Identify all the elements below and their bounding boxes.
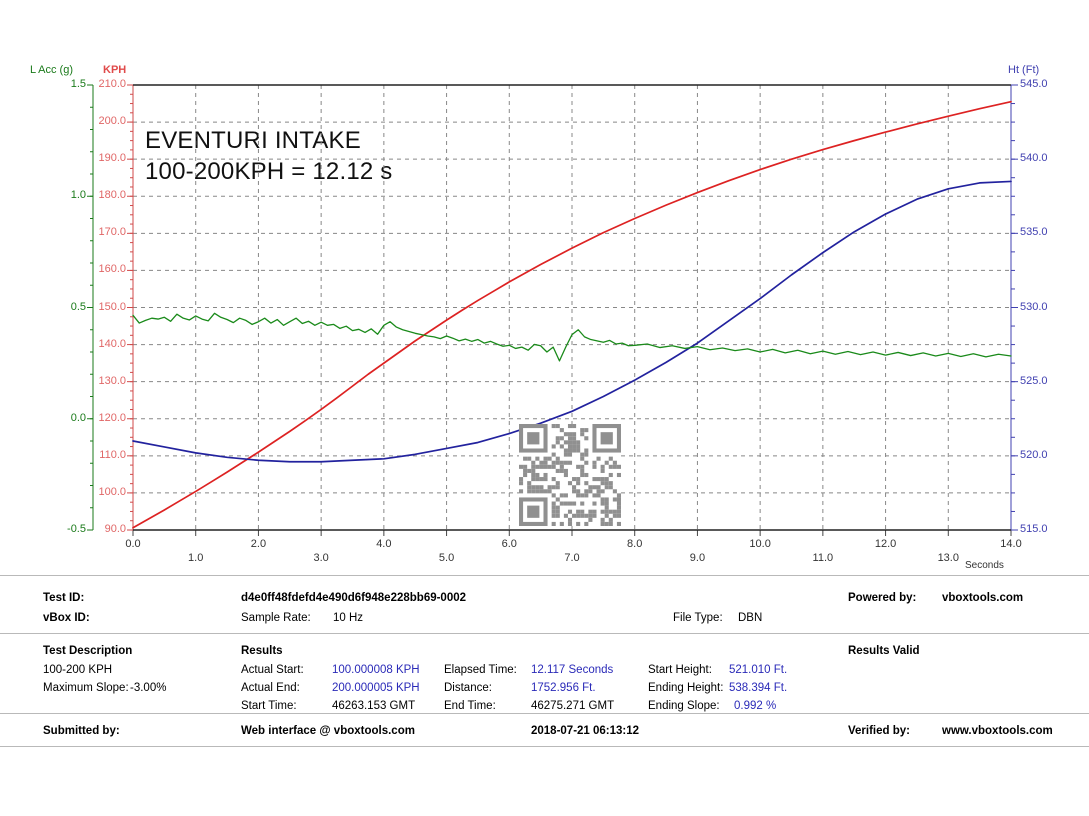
kph-tick-label: 110.0: [99, 448, 126, 461]
qr-code-icon: [519, 424, 621, 526]
kph-tick-label: 170.0: [98, 226, 126, 239]
divider-bottom: [0, 746, 1089, 747]
test-description-line1: 100-200 KPH: [43, 664, 113, 676]
divider-mid2: [0, 713, 1089, 714]
elapsed-time-label: Elapsed Time:: [444, 664, 517, 676]
end-time-label: End Time:: [444, 700, 496, 712]
actual-start-label: Actual Start:: [241, 664, 304, 676]
kph-tick-label: 210.0: [98, 78, 126, 90]
report-details-panel: Test ID: d4e0ff48fdefd4e490d6f948e228bb6…: [0, 575, 1089, 816]
test-id-value: d4e0ff48fdefd4e490d6f948e228bb69-0002: [241, 592, 467, 604]
lacc-tick-label: 0.0: [70, 411, 86, 424]
verified-by-label: Verified by:: [848, 725, 910, 737]
submitted-timestamp: 2018-07-21 06:13:12: [531, 725, 640, 737]
powered-by-value[interactable]: vboxtools.com: [942, 592, 1024, 604]
start-time-label: Start Time:: [241, 700, 297, 712]
lacc-axis-title: L Acc (g): [30, 64, 73, 76]
sample-rate-label: Sample Rate:: [241, 612, 311, 624]
ht-tick-label: 515.0: [1020, 523, 1048, 535]
grid-lines: [133, 85, 1011, 530]
results-header: Results: [241, 645, 283, 657]
x-tick-label: 4.0: [376, 538, 392, 550]
ht-tick-label: 525.0: [1020, 374, 1048, 387]
distance-label: Distance:: [444, 682, 492, 694]
x-tick-label: 0.0: [125, 538, 141, 550]
kph-tick-label: 100.0: [98, 485, 126, 498]
kph-tick-label: 200.0: [98, 115, 126, 128]
plot-frame: [133, 84, 1011, 531]
x-tick-label: 14.0: [1000, 538, 1022, 550]
end-time-value: 46275.271 GMT: [531, 700, 615, 712]
axis-ticks: [87, 84, 1018, 536]
kph-tick-label: 90.0: [104, 523, 126, 535]
verified-by-value[interactable]: www.vboxtools.com: [942, 725, 1053, 737]
ht-axis-title: Ht (Ft): [1008, 64, 1040, 76]
ht-tick-label: 535.0: [1020, 226, 1048, 239]
file-type-value: DBN: [738, 612, 763, 624]
ending-slope-label: Ending Slope:: [648, 700, 720, 712]
ht-tick-label: 530.0: [1020, 300, 1048, 313]
results-valid-badge: Results Valid: [848, 645, 920, 657]
kph-axis-title: KPH: [103, 64, 127, 76]
x-tick-label: 13.0: [937, 552, 959, 564]
lacc-tick-label: -0.5: [67, 523, 86, 535]
start-time-value: 46263.153 GMT: [332, 700, 416, 712]
test-id-label: Test ID:: [43, 592, 85, 604]
actual-end-label: Actual End:: [241, 682, 300, 694]
actual-start-value: 100.000008 KPH: [332, 664, 420, 676]
chart-title-annotation: EVENTURI INTAKE 100-200KPH = 12.12 s: [145, 126, 393, 187]
actual-end-value: 200.000005 KPH: [332, 682, 420, 694]
chart-title-line1: EVENTURI INTAKE: [145, 127, 361, 154]
kph-tick-label: 180.0: [98, 189, 126, 202]
kph-tick-label: 120.0: [98, 411, 126, 424]
x-tick-label: 1.0: [188, 552, 204, 564]
file-type-label: File Type:: [673, 612, 723, 624]
lacc-tick-label: 0.5: [70, 300, 86, 313]
kph-tick-label: 190.0: [98, 152, 126, 165]
sample-rate-value: 10 Hz: [333, 612, 364, 624]
kph-tick-label: 150.0: [98, 300, 126, 313]
kph-tick-label: 140.0: [98, 337, 126, 350]
max-slope-value: -3.00%: [130, 682, 167, 694]
start-height-label: Start Height:: [648, 664, 712, 676]
kph-tick-label: 130.0: [98, 374, 126, 387]
max-slope-label: Maximum Slope:: [43, 682, 129, 694]
submitted-by-value[interactable]: Web interface @ vboxtools.com: [241, 725, 415, 737]
lacc-tick-label: 1.5: [70, 78, 86, 90]
ht-tick-label: 520.0: [1020, 448, 1048, 461]
kph-tick-label: 160.0: [98, 263, 126, 276]
x-tick-label: 12.0: [874, 538, 897, 550]
ht-tick-label: 540.0: [1020, 152, 1048, 165]
x-tick-label: 9.0: [689, 552, 706, 564]
x-tick-label: 3.0: [313, 552, 329, 564]
data-series: [132, 100, 1012, 529]
x-axis-title: Seconds: [965, 560, 1004, 571]
powered-by-label: Powered by:: [848, 592, 917, 604]
ending-height-value: 538.394 Ft.: [729, 682, 788, 694]
plot-canvas: [87, 84, 1018, 536]
vbox-id-label: vBox ID:: [43, 612, 90, 624]
divider-top: [0, 575, 1089, 576]
elapsed-time-value: 12.117 Seconds: [531, 664, 614, 676]
divider-mid1: [0, 633, 1089, 634]
ht-tick-label: 545.0: [1020, 78, 1048, 90]
lacc-tick-label: 1.0: [70, 189, 86, 202]
submitted-by-label: Submitted by:: [43, 725, 120, 737]
ending-height-label: Ending Height:: [648, 682, 724, 694]
x-tick-label: 8.0: [627, 538, 643, 550]
x-tick-label: 6.0: [501, 538, 517, 550]
x-tick-label: 5.0: [438, 552, 455, 564]
x-tick-label: 10.0: [749, 538, 771, 550]
x-tick-label: 11.0: [812, 552, 834, 564]
start-height-value: 521.010 Ft.: [729, 664, 788, 676]
x-tick-label: 7.0: [564, 552, 580, 564]
distance-value: 1752.956 Ft.: [531, 682, 596, 694]
chart-title-line2: 100-200KPH = 12.12 s: [145, 157, 393, 185]
ending-slope-value: 0.992 %: [734, 700, 777, 712]
test-description-header: Test Description: [43, 645, 133, 657]
performance-chart: L Acc (g) KPH Ht (Ft) EVENTURI INTAKE 10…: [30, 64, 1048, 571]
x-tick-label: 2.0: [250, 538, 267, 550]
